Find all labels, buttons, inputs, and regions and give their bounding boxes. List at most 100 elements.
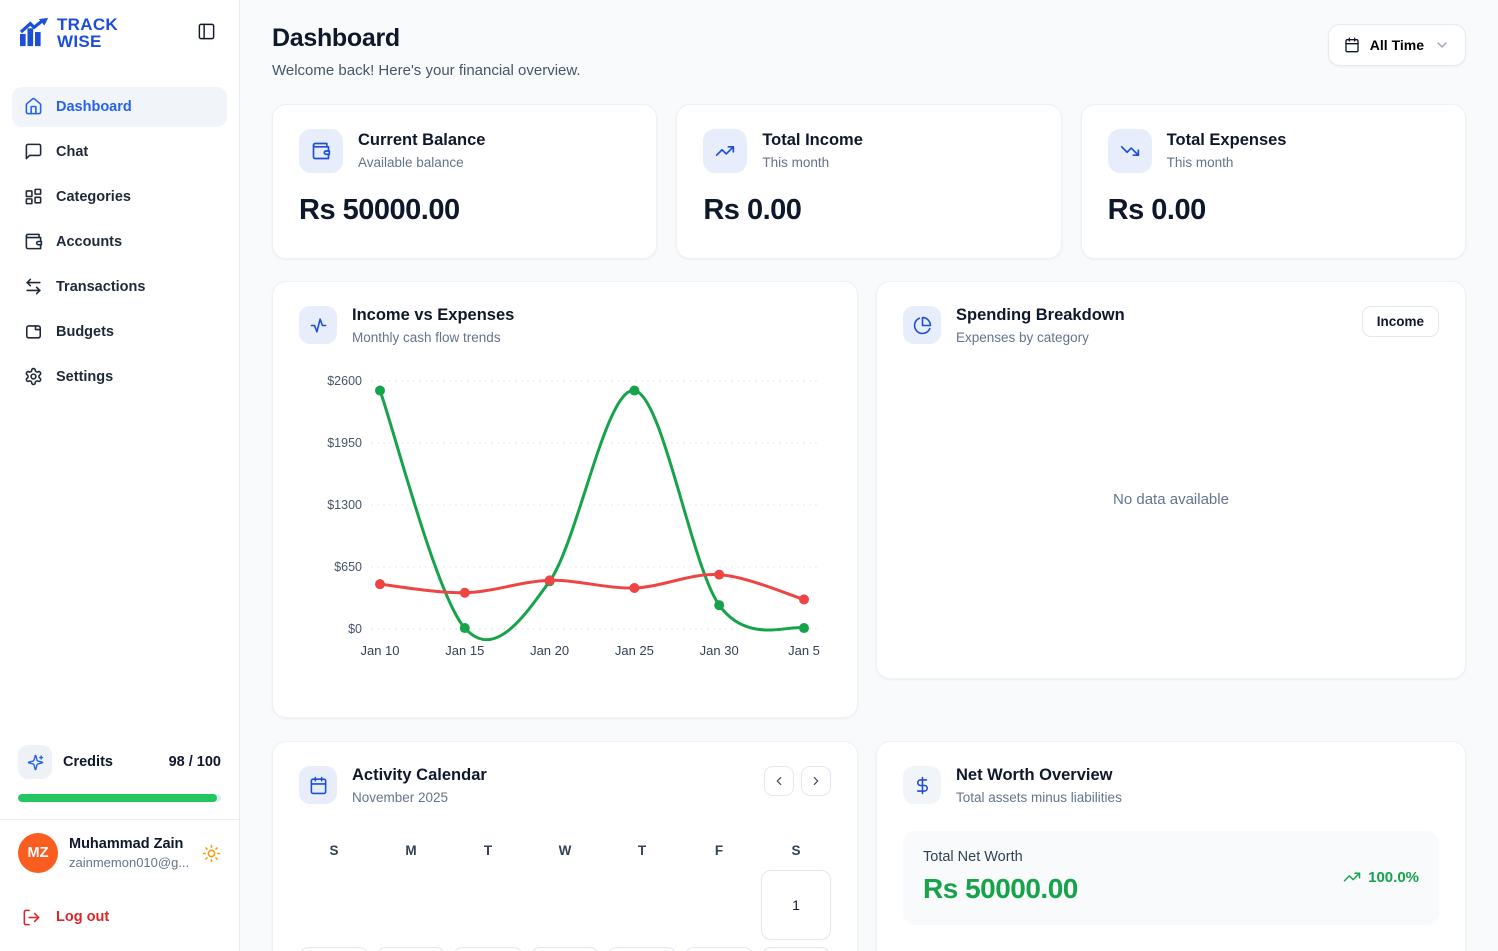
- calendar-month: November 2025: [352, 790, 449, 805]
- stat-subtitle: This month: [762, 155, 830, 170]
- trending-up-icon: [703, 129, 748, 173]
- svg-text:Jan 10: Jan 10: [360, 643, 399, 658]
- day-header: T: [637, 843, 647, 858]
- svg-text:Jan 15: Jan 15: [445, 643, 484, 658]
- panel-left-icon: [197, 22, 216, 41]
- arrow-left-right-icon: [24, 277, 43, 296]
- time-filter-dropdown[interactable]: All Time: [1327, 24, 1466, 66]
- chevron-left-icon: [772, 774, 786, 788]
- theme-toggle-button[interactable]: [202, 844, 221, 863]
- sun-icon: [202, 844, 221, 863]
- logout-button[interactable]: Log out: [12, 897, 227, 937]
- stat-card-current-balance: Current Balance Available balance Rs 500…: [272, 104, 658, 259]
- calendar-grid: 1: [299, 870, 831, 951]
- page-subtitle: Welcome back! Here's your financial over…: [272, 62, 581, 79]
- card-title: Net Worth Overview: [956, 766, 1113, 784]
- calendar-empty-cell: [299, 947, 369, 951]
- sidebar-item-label: Categories: [56, 188, 131, 205]
- net-worth-value: Rs 50000.00: [923, 873, 1078, 904]
- stat-value: Rs 0.00: [703, 194, 802, 226]
- svg-text:$0: $0: [348, 622, 362, 636]
- day-header: S: [791, 843, 801, 858]
- day-header: M: [405, 843, 417, 858]
- calendar-next-button[interactable]: [801, 766, 831, 796]
- sidebar-item-chat[interactable]: Chat: [12, 132, 227, 172]
- svg-text:$1950: $1950: [327, 436, 362, 450]
- assets-label: Assets: [921, 949, 970, 951]
- calendar-empty-cell: [453, 870, 523, 940]
- calendar-empty-cell: [761, 947, 831, 951]
- activity-calendar-card: Activity Calendar November 2025 S M T W …: [272, 741, 858, 951]
- stat-card-total-income: Total Income This month Rs 0.00: [676, 104, 1062, 259]
- total-net-worth-panel: Total Net Worth Rs 50000.00 100.0%: [903, 831, 1439, 925]
- income-expenses-card: Income vs Expenses Monthly cash flow tre…: [272, 281, 858, 718]
- no-data-message: No data available: [1113, 491, 1229, 508]
- user-profile[interactable]: MZ Muhammad Zain zainmemon010@g...: [12, 820, 227, 873]
- wallet-icon: [24, 232, 43, 251]
- sidebar-item-transactions[interactable]: Transactions: [12, 267, 227, 307]
- net-worth-card: Net Worth Overview Total assets minus li…: [876, 741, 1466, 951]
- sidebar-item-settings[interactable]: Settings: [12, 357, 227, 397]
- income-expenses-chart: $0 $650 $1300 $1950 $2600 Jan 10 Jan 15 Jan 20 J…: [327, 374, 820, 658]
- gear-icon: [24, 367, 43, 386]
- page-title: Dashboard: [272, 24, 400, 52]
- income-toggle-button[interactable]: Income: [1361, 306, 1439, 337]
- stat-value: Rs 50000.00: [299, 194, 460, 226]
- calendar-empty-cell: [530, 947, 600, 951]
- activity-icon: [299, 306, 337, 344]
- stat-subtitle: Available balance: [358, 155, 464, 170]
- stat-title: Current Balance: [358, 131, 486, 149]
- sidebar-item-label: Dashboard: [56, 98, 132, 115]
- net-worth-label: Total Net Worth: [923, 849, 1023, 865]
- sidebar-collapse-button[interactable]: [191, 16, 221, 46]
- brand-name: TRACK WISE: [57, 15, 118, 52]
- sidebar-item-categories[interactable]: Categories: [12, 177, 227, 217]
- day-header: F: [714, 843, 724, 858]
- credits-summary: Credits 98 / 100: [12, 745, 227, 779]
- sidebar-nav: Dashboard Chat Categories Accounts Trans…: [12, 86, 227, 397]
- wallet-icon: [299, 129, 343, 173]
- calendar-empty-cell: [607, 870, 677, 940]
- svg-text:Jan 5: Jan 5: [788, 643, 820, 658]
- calendar-icon: [1344, 37, 1360, 53]
- spending-breakdown-card: Spending Breakdown Expenses by category …: [876, 281, 1466, 679]
- liabilities-row: Liabilities Rs 0.00: [1185, 949, 1439, 951]
- stat-subtitle: This month: [1166, 155, 1234, 170]
- sidebar-item-label: Budgets: [56, 323, 114, 340]
- card-subtitle: Total assets minus liabilities: [956, 790, 1122, 805]
- svg-text:Jan 20: Jan 20: [530, 643, 569, 658]
- liabilities-label: Liabilities: [1203, 949, 1272, 951]
- calendar-day-cell[interactable]: 1: [761, 870, 831, 940]
- sidebar: TRACK WISE Dashboard Chat Categories Acc…: [0, 0, 240, 951]
- chevron-down-icon: [1434, 37, 1450, 53]
- main-content: Dashboard Welcome back! Here's your fina…: [240, 0, 1498, 951]
- sidebar-item-dashboard[interactable]: Dashboard: [12, 86, 227, 127]
- calendar-empty-cell: [607, 947, 677, 951]
- credits-value: 98 / 100: [168, 754, 221, 770]
- card-subtitle: Expenses by category: [956, 330, 1089, 345]
- sidebar-item-accounts[interactable]: Accounts: [12, 222, 227, 262]
- day-header: W: [558, 843, 572, 858]
- stats-row: Current Balance Available balance Rs 500…: [272, 104, 1466, 259]
- sidebar-item-label: Chat: [56, 143, 89, 160]
- change-percent: 100.0%: [1368, 868, 1419, 886]
- sidebar-divider: [0, 819, 239, 820]
- calendar-prev-button[interactable]: [764, 766, 794, 796]
- logout-icon: [22, 908, 41, 927]
- calendar-icon: [299, 766, 337, 804]
- layout-grid-icon: [24, 187, 43, 206]
- credits-progress-track: [18, 794, 221, 802]
- avatar: MZ: [18, 833, 58, 873]
- svg-text:$2600: $2600: [327, 374, 362, 388]
- net-worth-change: 100.0%: [1343, 868, 1419, 886]
- stat-title: Total Income: [762, 131, 863, 149]
- assets-value: Rs 50000.00: [1071, 949, 1157, 951]
- sidebar-item-label: Transactions: [56, 278, 146, 295]
- sidebar-item-budgets[interactable]: Budgets: [12, 312, 227, 352]
- assets-row: Assets Rs 50000.00: [903, 949, 1157, 951]
- brand-logo[interactable]: TRACK WISE: [18, 16, 118, 51]
- svg-text:Jan 30: Jan 30: [700, 643, 739, 658]
- calendar-day-headers: S M T W T F S: [299, 843, 831, 858]
- card-subtitle: Monthly cash flow trends: [352, 330, 501, 345]
- wallet-card-icon: [24, 322, 43, 341]
